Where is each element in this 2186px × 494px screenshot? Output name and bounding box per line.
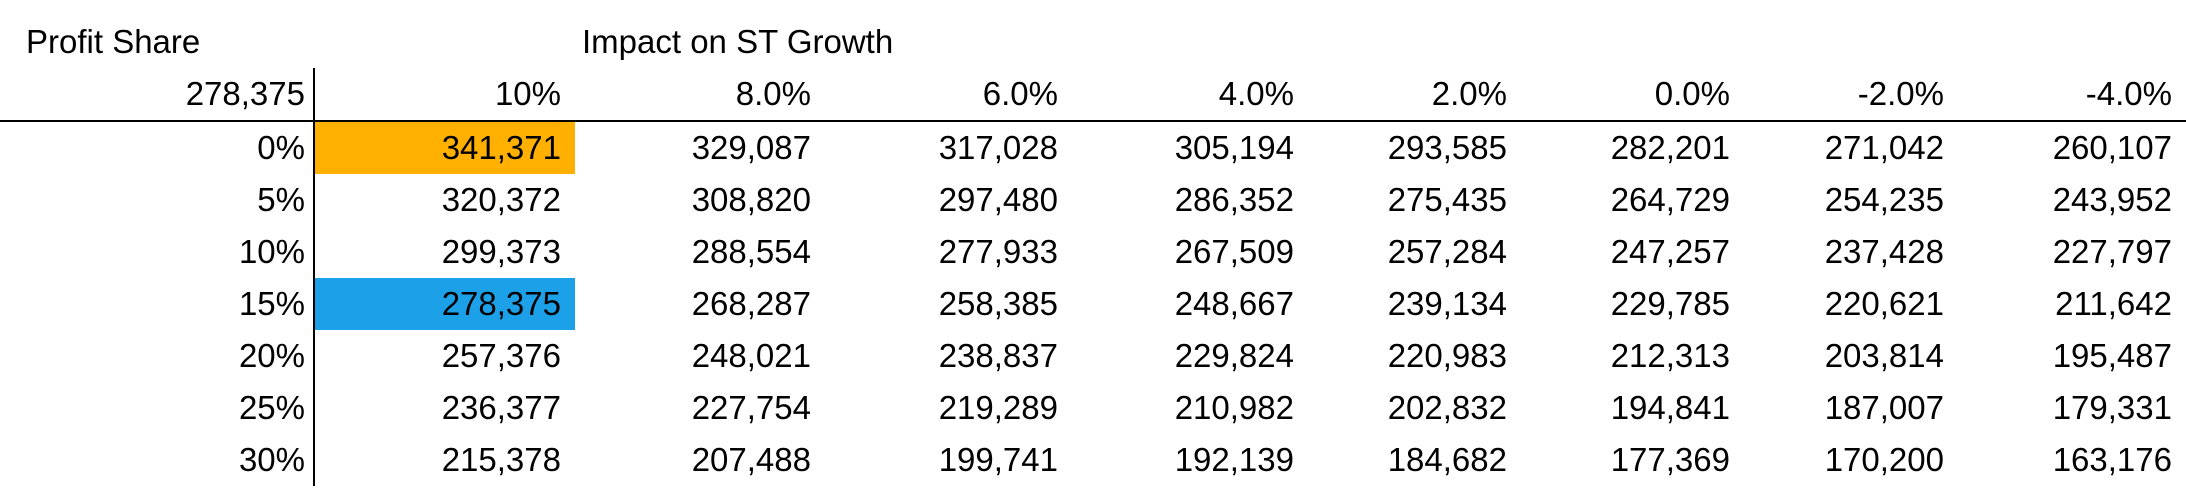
column-header-cell[interactable]: 0.0% (1521, 68, 1744, 122)
value-cell[interactable]: 247,257 (1610, 233, 1730, 270)
value-cell[interactable]: 275,435 (1387, 181, 1507, 218)
row-axis-title[interactable]: Profit Share (26, 23, 201, 60)
value-cell[interactable]: 286,352 (1174, 181, 1294, 218)
highlighted-value-cell[interactable]: 278,375 (314, 278, 575, 330)
column-axis-title[interactable]: Impact on ST Growth (582, 23, 894, 60)
table-row: 5% 320,372 308,820 297,480 286,352 275,435 264… (0, 174, 2186, 226)
value-cell[interactable]: 211,642 (2055, 285, 2172, 322)
value-cell[interactable]: 299,373 (441, 233, 561, 270)
table-row: 30% 215,378 207,488 199,741 192,139 184,682 17… (0, 434, 2186, 486)
column-header-cell[interactable]: 2.0% (1308, 68, 1521, 122)
value-cell[interactable]: 293,585 (1387, 129, 1507, 166)
row-header-cell[interactable]: 15% (0, 278, 315, 330)
column-header-cell[interactable]: 6.0% (825, 68, 1072, 122)
value-cell[interactable]: 195,487 (2052, 337, 2172, 374)
value-cell[interactable]: 254,235 (1824, 181, 1944, 218)
row-header-cell[interactable]: 5% (0, 174, 315, 226)
table-row: 15% 278,375 268,287 258,385 248,667 239,134 22… (0, 278, 2186, 330)
value-cell[interactable]: 187,007 (1824, 389, 1944, 426)
value-cell[interactable]: 207,488 (691, 441, 811, 478)
highlighted-value-cell[interactable]: 341,371 (314, 121, 575, 174)
table-row: 10% 299,373 288,554 277,933 267,509 257,284 24… (0, 226, 2186, 278)
value-cell[interactable]: 202,832 (1387, 389, 1507, 426)
column-header-cell[interactable]: -4.0% (1958, 68, 2186, 122)
table-row: 20% 257,376 248,021 238,837 229,824 220,983 21… (0, 330, 2186, 382)
value-cell[interactable]: 179,331 (2052, 389, 2172, 426)
row-header-cell[interactable]: 20% (0, 330, 315, 382)
value-cell[interactable]: 267,509 (1174, 233, 1294, 270)
value-cell[interactable]: 170,200 (1824, 441, 1944, 478)
value-cell[interactable]: 258,385 (938, 285, 1058, 322)
value-cell[interactable]: 297,480 (938, 181, 1058, 218)
value-cell[interactable]: 237,428 (1824, 233, 1944, 270)
value-cell[interactable]: 194,841 (1610, 389, 1730, 426)
column-header-cell[interactable]: 8.0% (575, 68, 825, 122)
column-header-cell[interactable]: -2.0% (1744, 68, 1958, 122)
value-cell[interactable]: 329,087 (691, 129, 811, 166)
value-cell[interactable]: 320,372 (441, 181, 561, 218)
value-cell[interactable]: 317,028 (938, 129, 1058, 166)
value-cell[interactable]: 305,194 (1174, 129, 1294, 166)
header-row: 278,375 10% 8.0% 6.0% 4.0% 2.0% 0.0% -2.… (0, 68, 2186, 122)
value-cell[interactable]: 215,378 (441, 441, 561, 478)
value-cell[interactable]: 163,176 (2052, 441, 2172, 478)
value-cell[interactable]: 219,289 (938, 389, 1058, 426)
value-cell[interactable]: 282,201 (1610, 129, 1730, 166)
row-header-cell[interactable]: 10% (0, 226, 315, 278)
column-header-cell[interactable]: 10% (314, 68, 575, 122)
table-row: 0% 341,371 329,087 317,028 305,194 293,585 282… (0, 121, 2186, 174)
value-cell[interactable]: 229,824 (1174, 337, 1294, 374)
value-cell[interactable]: 236,377 (441, 389, 561, 426)
value-cell[interactable]: 184,682 (1387, 441, 1507, 478)
value-cell[interactable]: 177,369 (1610, 441, 1730, 478)
value-cell[interactable]: 192,139 (1174, 441, 1294, 478)
value-cell[interactable]: 239,134 (1387, 285, 1507, 322)
value-cell[interactable]: 243,952 (2052, 181, 2172, 218)
corner-value-cell[interactable]: 278,375 (0, 68, 315, 122)
row-header-cell[interactable]: 25% (0, 382, 315, 434)
table-row: 25% 236,377 227,754 219,289 210,982 202,832 19… (0, 382, 2186, 434)
value-cell[interactable]: 203,814 (1824, 337, 1944, 374)
value-cell[interactable]: 220,983 (1387, 337, 1507, 374)
value-cell[interactable]: 260,107 (2052, 129, 2172, 166)
value-cell[interactable]: 248,021 (691, 337, 811, 374)
value-cell[interactable]: 264,729 (1610, 181, 1730, 218)
sensitivity-grid: 278,375 10% 8.0% 6.0% 4.0% 2.0% 0.0% -2.… (0, 68, 2186, 486)
value-cell[interactable]: 248,667 (1174, 285, 1294, 322)
value-cell[interactable]: 257,284 (1387, 233, 1507, 270)
value-cell[interactable]: 308,820 (691, 181, 811, 218)
value-cell[interactable]: 220,621 (1824, 285, 1944, 322)
value-cell[interactable]: 212,313 (1610, 337, 1730, 374)
row-header-cell[interactable]: 30% (0, 434, 315, 486)
column-header-cell[interactable]: 4.0% (1072, 68, 1308, 122)
value-cell[interactable]: 271,042 (1824, 129, 1944, 166)
value-cell[interactable]: 288,554 (691, 233, 811, 270)
row-header-cell[interactable]: 0% (0, 121, 315, 174)
value-cell[interactable]: 199,741 (938, 441, 1058, 478)
value-cell[interactable]: 257,376 (441, 337, 561, 374)
value-cell[interactable]: 238,837 (938, 337, 1058, 374)
value-cell[interactable]: 227,797 (2052, 233, 2172, 270)
value-cell[interactable]: 268,287 (691, 285, 811, 322)
value-cell[interactable]: 227,754 (691, 389, 811, 426)
value-cell[interactable]: 277,933 (938, 233, 1058, 270)
value-cell[interactable]: 229,785 (1610, 285, 1730, 322)
value-cell[interactable]: 210,982 (1174, 389, 1294, 426)
